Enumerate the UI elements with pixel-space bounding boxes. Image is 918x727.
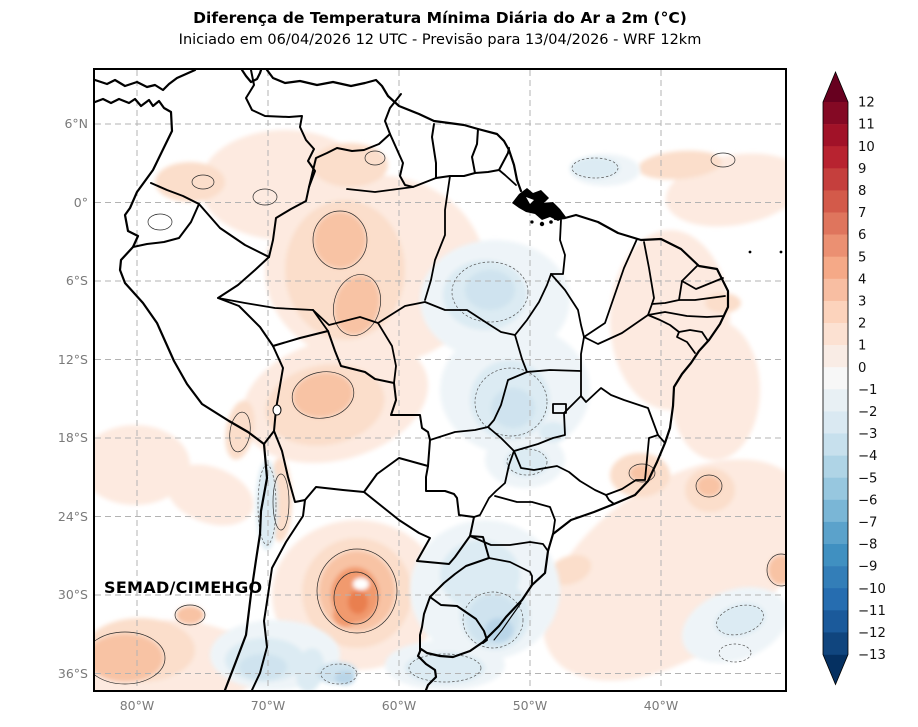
lon-tick-label: 70°W <box>250 698 286 713</box>
colorbar-segment <box>823 323 848 346</box>
page-subtitle: Iniciado em 06/04/2026 12 UTC - Previsão… <box>178 32 702 48</box>
colorbar-tick-label: −7 <box>858 516 877 531</box>
lat-tick-label: 36°S <box>57 665 88 681</box>
colorbar-tick-label: −3 <box>858 427 877 442</box>
colorbar-tick-label: −12 <box>858 626 886 641</box>
colorbar-tick-label: −1 <box>858 383 877 398</box>
colorbar-tick-label: 4 <box>858 272 866 287</box>
colorbar-segment <box>823 278 848 302</box>
country-borders <box>132 70 510 690</box>
colorbar-tick-label: −9 <box>858 560 877 575</box>
lat-tick-label: 18°S <box>57 430 88 445</box>
colorbar-segment <box>823 256 848 280</box>
colorbar-canvas: 1211109876543210−1−2−3−4−5−6−7−8−9−10−11… <box>822 70 886 686</box>
amazon-delta <box>512 188 783 254</box>
map-frame: SEMAD/CIMEHGO <box>93 68 787 692</box>
colorbar-segment <box>823 367 848 390</box>
map-canvas <box>95 70 785 690</box>
colorbar-segment <box>823 146 848 169</box>
colorbar-segment <box>823 588 848 611</box>
colorbar-tick-label: −2 <box>858 405 877 420</box>
colorbar-segment <box>823 433 848 456</box>
colorbar-segment <box>823 389 848 412</box>
colorbar-segment <box>823 102 848 125</box>
colorbar-tick-label: 6 <box>858 228 866 243</box>
colorbar-tick-label: 1 <box>858 339 866 354</box>
colorbar-tick-label: 12 <box>858 96 875 111</box>
watermark-label: SEMAD/CIMEHGO <box>104 578 263 597</box>
colorbar-tick-label: 8 <box>858 184 866 199</box>
colorbar-tick-label: −10 <box>858 582 886 597</box>
lat-tick-label: 6°S <box>65 273 88 288</box>
colorbar-segment <box>823 477 848 501</box>
colorbar: 12 11 10 9 8 7 6 5 4 3 2 1 0 −1 −2 −3 −4 −5 −6 −7 −8 −9 −10 −11… <box>821 70 917 698</box>
lon-tick-label: 40°W <box>643 698 679 713</box>
colorbar-tick-label: 7 <box>858 206 866 221</box>
colorbar-tick-label: −8 <box>858 538 877 553</box>
page-title: Diferença de Temperatura Mínima Diária d… <box>193 9 687 27</box>
colorbar-segment <box>823 300 848 324</box>
colorbar-segment <box>823 190 848 213</box>
colorbar-segment <box>823 610 848 633</box>
lon-tick-label: 50°W <box>512 698 548 713</box>
colorbar-segment <box>823 632 848 655</box>
colorbar-tick-label: 5 <box>858 250 866 265</box>
colorbar-tick-label: 0 <box>858 361 866 376</box>
graticule-gridlines <box>95 70 785 690</box>
colorbar-segment <box>823 455 848 478</box>
colorbar-segment <box>823 212 848 235</box>
colorbar-segment <box>823 234 848 257</box>
lat-tick-label: 0° <box>73 194 88 210</box>
lat-tick-label: 6°N <box>64 116 88 131</box>
colorbar-segment <box>823 521 848 545</box>
colorbar-tick-label: 3 <box>858 295 866 310</box>
colorbar-segment <box>823 566 848 589</box>
colorbar-tick-label: 10 <box>858 140 875 155</box>
colorbar-tick-label: −13 <box>858 648 886 663</box>
colorbar-segment <box>823 544 848 567</box>
cool-anomaly-patches <box>210 154 785 690</box>
colorbar-tick-label: −5 <box>858 471 877 486</box>
colorbar-tick-label: 2 <box>858 317 866 332</box>
lon-tick-label: 80°W <box>119 698 155 713</box>
colorbar-tick-label: 11 <box>858 118 875 133</box>
colorbar-outline <box>822 70 849 686</box>
colorbar-arrow-bottom <box>823 654 848 685</box>
colorbar-tick-label: −11 <box>858 604 886 619</box>
colorbar-segment <box>823 124 848 147</box>
lake-titicaca <box>272 404 282 416</box>
colorbar-tick-label: −4 <box>858 449 877 464</box>
lat-tick-label: 24°S <box>57 508 88 524</box>
colorbar-tick-label: −6 <box>858 493 877 508</box>
colorbar-tick-label: 9 <box>858 162 866 177</box>
lon-tick-label: 60°W <box>381 698 417 713</box>
colorbar-segment <box>823 168 848 191</box>
colorbar-segment <box>823 411 848 434</box>
colorbar-segment <box>823 345 848 368</box>
lat-tick-label: 30°S <box>57 587 88 602</box>
lat-tick-label: 12°S <box>57 351 88 367</box>
colorbar-segment <box>823 499 848 523</box>
state-borders <box>217 169 726 586</box>
colorbar-arrow-top <box>823 72 848 102</box>
